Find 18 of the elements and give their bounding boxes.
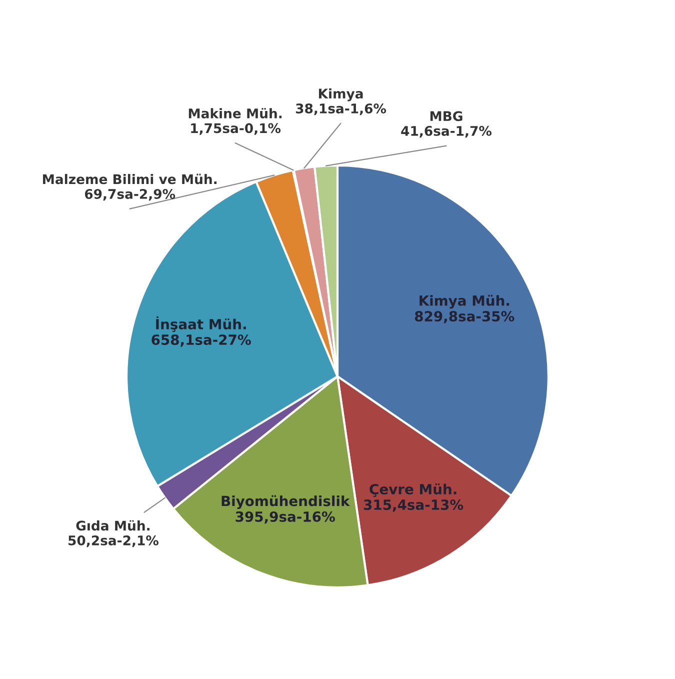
slice-label: Gıda Müh. — [76, 520, 150, 531]
data-label: 38,1sa-1,6% — [296, 104, 386, 116]
data-label: 69,7sa-2,9% — [84, 188, 176, 201]
data-label: 315,4sa-13% — [364, 499, 464, 512]
slice-label: Kimya Müh. — [420, 294, 510, 309]
data-label: 50,2sa-2,1% — [68, 535, 158, 548]
data-label: 829,8sa-35% — [414, 311, 514, 324]
slice-label: Çevre Müh. — [370, 483, 456, 497]
slice-label: Malzeme Bilimi ve Müh. — [43, 174, 216, 184]
slice-label: İnşaat Müh. — [156, 316, 246, 332]
data-label: 395,9sa-16% — [236, 511, 335, 524]
slice-label: MBG — [430, 111, 462, 122]
slice-label: Kimya — [318, 88, 363, 102]
data-label: 41,6sa-1,7% — [401, 126, 492, 138]
slice-label: Makine Müh. — [188, 108, 282, 118]
slice-label: Biyomühendislik — [222, 495, 350, 510]
data-label: 658,1sa-27% — [152, 334, 251, 347]
data-label: 1,75sa-0,1% — [191, 123, 281, 135]
